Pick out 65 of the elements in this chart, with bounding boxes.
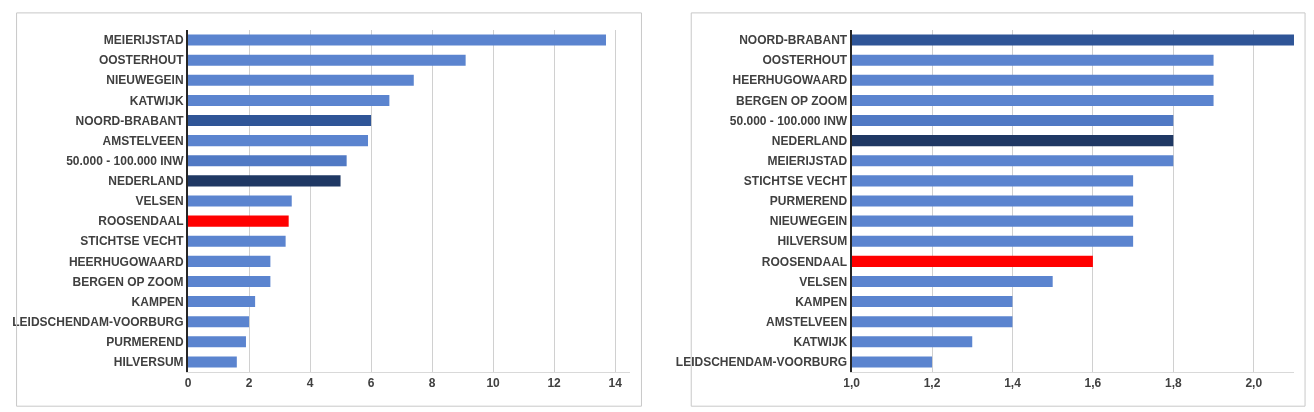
bar [188, 34, 606, 46]
y-tick-label: LEIDSCHENDAM-VOORBURG [675, 355, 848, 370]
y-tick-label: OOSTERHOUT [762, 53, 848, 68]
y-tick-label: BERGEN OP ZOOM [72, 274, 184, 289]
x-tick-label: 1,6 [1084, 376, 1102, 391]
bar [188, 175, 341, 187]
y-tick-label: KATWIJK [793, 335, 848, 350]
y-tick-label: MEIERIJSTAD [103, 33, 184, 48]
x-tick-label: 1,4 [1004, 376, 1022, 391]
y-tick-label: HILVERSUM [777, 234, 848, 249]
bar [188, 155, 347, 167]
y-tick-label: HILVERSUM [113, 355, 184, 370]
x-tick-label: 2 [245, 376, 253, 391]
y-tick-label: LEIDSCHENDAM-VOORBURG [12, 314, 184, 329]
bar [188, 195, 292, 207]
bar [188, 255, 271, 267]
y-tick-label: 50.000 - 100.000 INW [66, 153, 185, 168]
y-tick-label: HEERHUGOWAARD [68, 254, 184, 269]
y-tick-label: OOSTERHOUT [98, 53, 185, 68]
y-tick-label: AMSTELVEEN [766, 314, 848, 329]
bar [188, 356, 237, 368]
y-tick-label: NOORD-BRABANT [739, 33, 848, 48]
x-tick-label: 14 [608, 376, 623, 391]
x-tick-label: 12 [547, 376, 562, 391]
y-tick-label: ROOSENDAAL [98, 214, 184, 229]
bar [188, 296, 256, 308]
x-tick-label: 6 [367, 376, 375, 391]
y-tick-label: STICHTSE VECHT [80, 234, 185, 249]
x-tick-label: 4 [306, 376, 314, 391]
y-tick-label: NEDERLAND [771, 133, 848, 148]
bar [188, 336, 246, 348]
y-tick-label: VELSEN [135, 194, 184, 209]
bar [188, 275, 271, 287]
y-tick-label: KAMPEN [131, 294, 184, 309]
x-tick-label: 2,0 [1245, 376, 1263, 391]
x-tick-label: 1,8 [1165, 376, 1183, 391]
bar [188, 94, 390, 106]
y-tick-label: NIEUWEGEIN [106, 73, 184, 88]
y-tick-label: KAMPEN [795, 294, 848, 309]
y-tick-label: PURMEREND [769, 194, 848, 209]
y-tick-label: MEIERIJSTAD [767, 153, 848, 168]
x-tick-label: 0 [184, 376, 192, 391]
bar [188, 316, 250, 328]
bar [188, 215, 289, 227]
bar [188, 54, 466, 66]
x-tick-label: 8 [428, 376, 436, 391]
x-tick-label: 1,0 [843, 376, 861, 391]
y-tick-label: BERGEN OP ZOOM [736, 93, 848, 108]
y-tick-label: PURMEREND [106, 335, 184, 350]
bar [188, 135, 369, 147]
x-tick-label: 1,2 [923, 376, 941, 391]
bar [188, 235, 286, 247]
x-tick-label: 10 [486, 376, 501, 391]
y-tick-label: 50.000 - 100.000 INW [729, 113, 848, 128]
y-tick-label: NIEUWEGEIN [769, 214, 848, 229]
y-tick-label: HEERHUGOWAARD [732, 73, 848, 88]
y-tick-label: STICHTSE VECHT [743, 174, 848, 189]
y-tick-label: AMSTELVEEN [102, 133, 184, 148]
y-tick-label: ROOSENDAAL [761, 254, 848, 269]
bar [188, 115, 372, 127]
y-tick-label: NOORD-BRABANT [75, 113, 185, 128]
y-tick-label: VELSEN [799, 274, 848, 289]
y-tick-label: NEDERLAND [108, 174, 184, 189]
bar [188, 74, 414, 86]
y-tick-label: KATWIJK [129, 93, 184, 108]
